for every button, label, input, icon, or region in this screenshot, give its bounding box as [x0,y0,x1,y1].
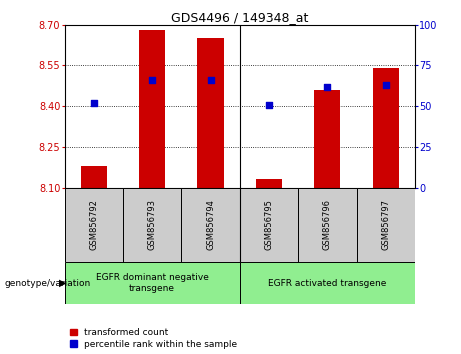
Point [265,102,272,107]
FancyBboxPatch shape [356,188,415,262]
Text: GSM856795: GSM856795 [265,199,273,250]
Text: GSM856796: GSM856796 [323,199,332,250]
Bar [139,30,165,188]
Text: GSM856797: GSM856797 [381,199,390,250]
Point [324,84,331,90]
Point [207,77,214,83]
Text: genotype/variation: genotype/variation [5,279,91,288]
FancyBboxPatch shape [65,188,123,262]
Text: EGFR activated transgene: EGFR activated transgene [268,279,386,288]
Point [148,77,156,83]
Bar [81,166,107,188]
Legend: transformed count, percentile rank within the sample: transformed count, percentile rank withi… [69,327,238,349]
FancyBboxPatch shape [240,188,298,262]
Text: GSM856793: GSM856793 [148,199,157,250]
Text: EGFR dominant negative
transgene: EGFR dominant negative transgene [96,274,208,293]
FancyBboxPatch shape [181,188,240,262]
Bar [197,38,224,188]
Title: GDS4496 / 149348_at: GDS4496 / 149348_at [171,11,308,24]
FancyBboxPatch shape [65,262,240,304]
Point [382,82,390,88]
Point [90,100,97,106]
FancyBboxPatch shape [123,188,181,262]
Text: ▶: ▶ [59,278,66,288]
Bar [372,68,399,188]
Bar [314,90,340,188]
Bar [256,179,282,188]
Text: GSM856792: GSM856792 [89,199,98,250]
FancyBboxPatch shape [298,188,356,262]
FancyBboxPatch shape [240,262,415,304]
Text: GSM856794: GSM856794 [206,199,215,250]
